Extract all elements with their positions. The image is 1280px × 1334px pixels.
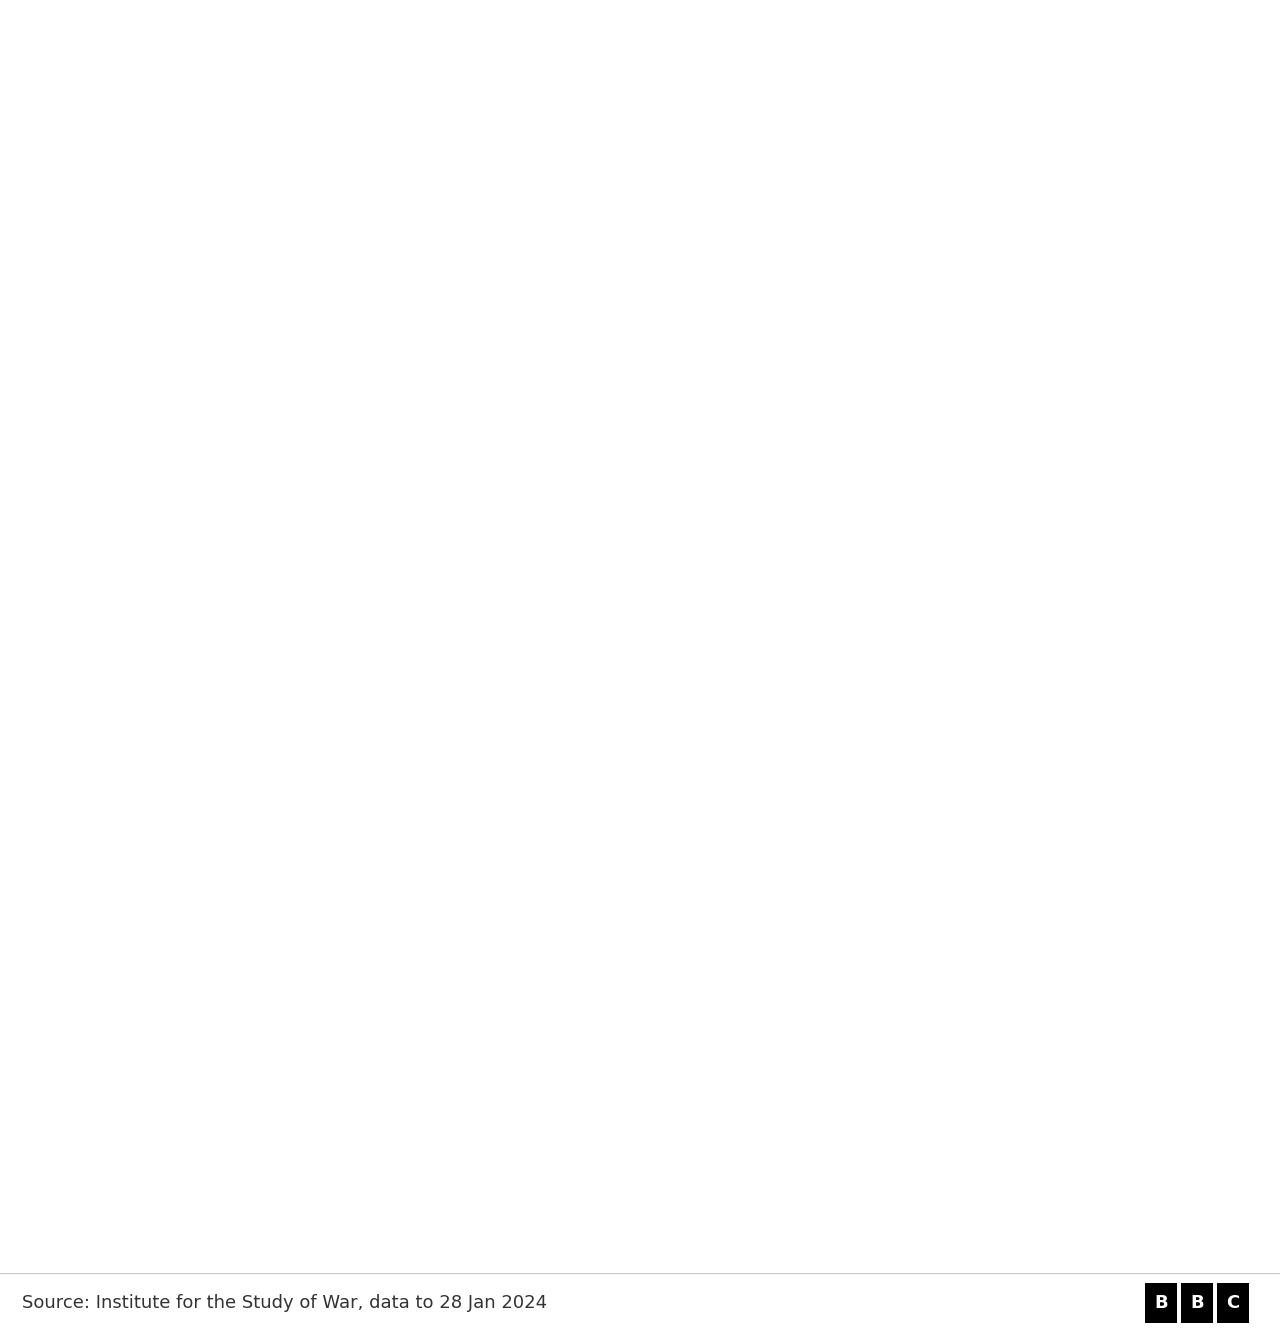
FancyBboxPatch shape bbox=[1217, 1283, 1249, 1323]
Text: Source: Institute for the Study of War, data to 28 Jan 2024: Source: Institute for the Study of War, … bbox=[22, 1294, 547, 1313]
Text: B: B bbox=[1190, 1294, 1203, 1313]
FancyBboxPatch shape bbox=[1146, 1283, 1178, 1323]
Text: B: B bbox=[1155, 1294, 1167, 1313]
Text: C: C bbox=[1226, 1294, 1239, 1313]
FancyBboxPatch shape bbox=[1181, 1283, 1213, 1323]
